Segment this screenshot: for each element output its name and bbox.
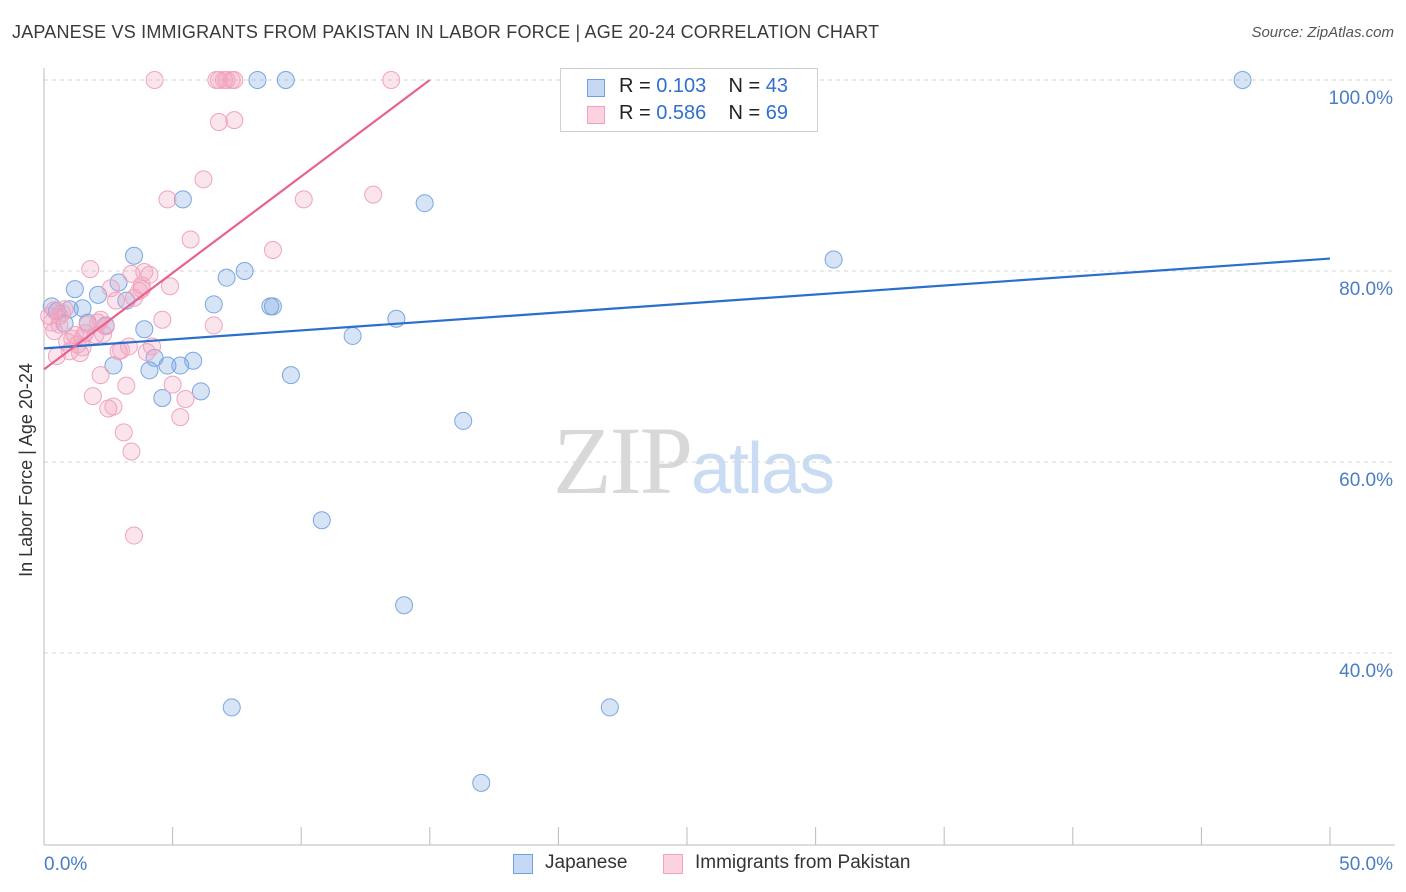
japanese-point	[281, 366, 300, 385]
pakistan-point	[161, 277, 180, 296]
pakistan-point	[382, 71, 401, 89]
japanese-point	[184, 351, 203, 370]
japanese-point	[222, 698, 241, 717]
bottom-legend-swatch-japanese	[513, 854, 533, 874]
japanese-point	[235, 262, 254, 280]
pakistan-point	[209, 113, 228, 132]
pakistan-point	[91, 366, 110, 385]
legend-r-value: 0.586	[656, 102, 707, 124]
pakistan-point	[163, 375, 182, 394]
japanese-point	[204, 295, 223, 314]
pakistan-point	[135, 262, 154, 281]
bottom-legend-label-japanese: Japanese	[545, 852, 628, 873]
japanese-point	[217, 268, 236, 287]
japanese-point	[276, 71, 295, 89]
legend-n-value: 43	[765, 75, 789, 97]
pakistan-point	[364, 185, 383, 204]
pakistan-point	[176, 389, 195, 408]
japanese-point	[65, 280, 84, 299]
legend-r-label: R =	[619, 102, 651, 124]
watermark: ZIPatlas	[553, 405, 835, 516]
japanese-point	[153, 389, 172, 408]
pakistan-trendline	[43, 79, 431, 371]
pakistan-point	[114, 423, 133, 442]
pakistan-point	[145, 71, 164, 89]
japanese-point	[824, 250, 843, 269]
legend-r-label: R =	[619, 75, 651, 97]
legend-swatch-japanese	[587, 79, 605, 97]
japanese-point	[343, 326, 362, 345]
pakistan-point	[217, 71, 236, 89]
pakistan-point	[122, 442, 141, 461]
pakistan-point	[225, 111, 244, 130]
legend-r-value: 0.103	[656, 75, 707, 97]
japanese-point	[454, 411, 473, 430]
bottom-legend-label-pakistan: Immigrants from Pakistan	[695, 852, 911, 873]
y-tick-label: 100.0%	[1329, 88, 1394, 109]
japanese-point	[104, 356, 123, 375]
pakistan-point	[140, 265, 159, 284]
japanese-point	[472, 773, 491, 792]
japanese-point	[135, 320, 154, 339]
pakistan-point	[132, 276, 151, 295]
pakistan-point	[209, 71, 228, 89]
japanese-point	[73, 299, 92, 318]
pakistan-point	[225, 71, 244, 89]
japanese-trendline	[43, 257, 1331, 350]
japanese-point	[125, 246, 144, 265]
japanese-point	[158, 356, 177, 375]
pakistan-point	[81, 260, 100, 279]
japanese-point	[263, 297, 282, 316]
legend-swatch-pakistan	[587, 106, 605, 124]
watermark-atlas: atlas	[691, 429, 835, 509]
y-tick-label: 80.0%	[1339, 279, 1393, 300]
pakistan-point	[125, 526, 144, 545]
watermark-zip: ZIP	[553, 407, 693, 514]
chart-title: JAPANESE VS IMMIGRANTS FROM PAKISTAN IN …	[12, 22, 880, 42]
x-tick-label: 50.0%	[1339, 854, 1393, 875]
pakistan-point	[50, 306, 69, 325]
japanese-point	[191, 382, 210, 401]
pakistan-point	[83, 387, 102, 406]
y-tick-label: 40.0%	[1339, 661, 1393, 682]
pakistan-point	[194, 170, 213, 189]
legend-n-label: N =	[728, 102, 761, 124]
pakistan-point	[45, 301, 64, 320]
japanese-point	[248, 71, 267, 89]
pakistan-point	[263, 240, 282, 259]
pakistan-point	[119, 337, 138, 356]
japanese-point	[395, 596, 414, 615]
pakistan-point	[294, 190, 313, 209]
x-tick-label: 0.0%	[44, 854, 87, 875]
pakistan-point	[158, 190, 177, 209]
japanese-point	[173, 190, 192, 209]
legend-n-value: 69	[765, 102, 789, 124]
bottom-legend-swatch-pakistan	[663, 854, 683, 874]
legend-n-label: N =	[728, 75, 761, 97]
pakistan-point	[153, 310, 172, 329]
pakistan-point	[181, 230, 200, 249]
japanese-point	[600, 698, 619, 717]
pakistan-point	[107, 291, 126, 310]
japanese-point	[415, 194, 434, 213]
pakistan-point	[204, 316, 223, 335]
pakistan-point	[137, 343, 156, 362]
japanese-point	[312, 511, 331, 530]
pakistan-point	[171, 408, 190, 427]
y-tick-label: 60.0%	[1339, 470, 1393, 491]
pakistan-point	[104, 397, 123, 416]
source-note: Source: ZipAtlas.com	[1251, 24, 1394, 41]
japanese-point	[1233, 71, 1252, 89]
stats-legend: R = 0.103 N = 43 R = 0.586 N = 69	[560, 68, 818, 132]
pakistan-point	[117, 376, 136, 395]
